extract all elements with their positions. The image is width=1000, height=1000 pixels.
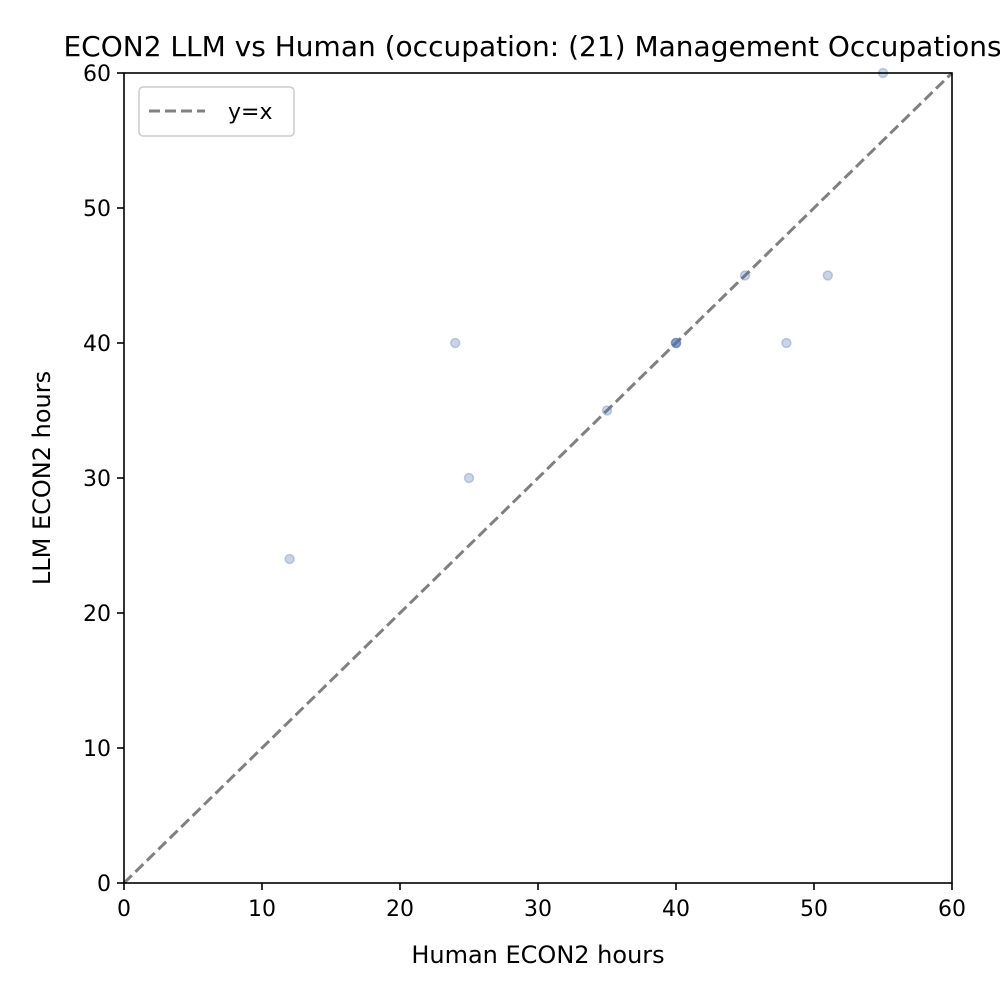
scatter-point-0-3 — [601, 405, 613, 416]
x-tick-label-50: 50 — [800, 897, 828, 922]
y-tick-label-20: 20 — [83, 602, 111, 627]
y-axis-label: LLM ECON2 hours — [28, 371, 56, 585]
reference-line-y-equals-x — [122, 71, 954, 885]
x-tick-label-40: 40 — [662, 897, 690, 922]
scatter-point-0-4 — [670, 337, 682, 349]
y-tick-label-40: 40 — [83, 332, 111, 357]
scatter-point-0-7 — [739, 270, 751, 281]
chart-title: ECON2 LLM vs Human (occupation: (21) Man… — [63, 30, 1000, 63]
x-tick-label-60: 60 — [938, 897, 966, 922]
legend-entry-y-equals-x: y=x — [228, 100, 272, 125]
scatter-point-0-8 — [781, 337, 792, 349]
y-tick-label-60: 60 — [83, 62, 111, 87]
scatter-point-0-2 — [463, 472, 475, 484]
x-tick-label-0: 0 — [117, 897, 131, 922]
legend: y=x — [138, 86, 295, 137]
scatter-point-0-1 — [449, 337, 461, 349]
scatter-point-0-0 — [284, 553, 295, 565]
y-tick-label-0: 0 — [97, 872, 111, 897]
scatter-point-0-6 — [670, 337, 682, 349]
x-tick-label-30: 30 — [524, 897, 552, 922]
scatter-point-0-9 — [822, 270, 834, 281]
x-axis-label: Human ECON2 hours — [411, 941, 664, 969]
scatter-point-0-5 — [670, 337, 682, 349]
x-tick-label-10: 10 — [248, 897, 276, 922]
legend-box — [138, 86, 295, 137]
y-tick-label-10: 10 — [83, 737, 111, 762]
x-tick-label-20: 20 — [386, 897, 414, 922]
y-tick-label-30: 30 — [83, 467, 111, 492]
y-tick-label-50: 50 — [83, 197, 111, 222]
